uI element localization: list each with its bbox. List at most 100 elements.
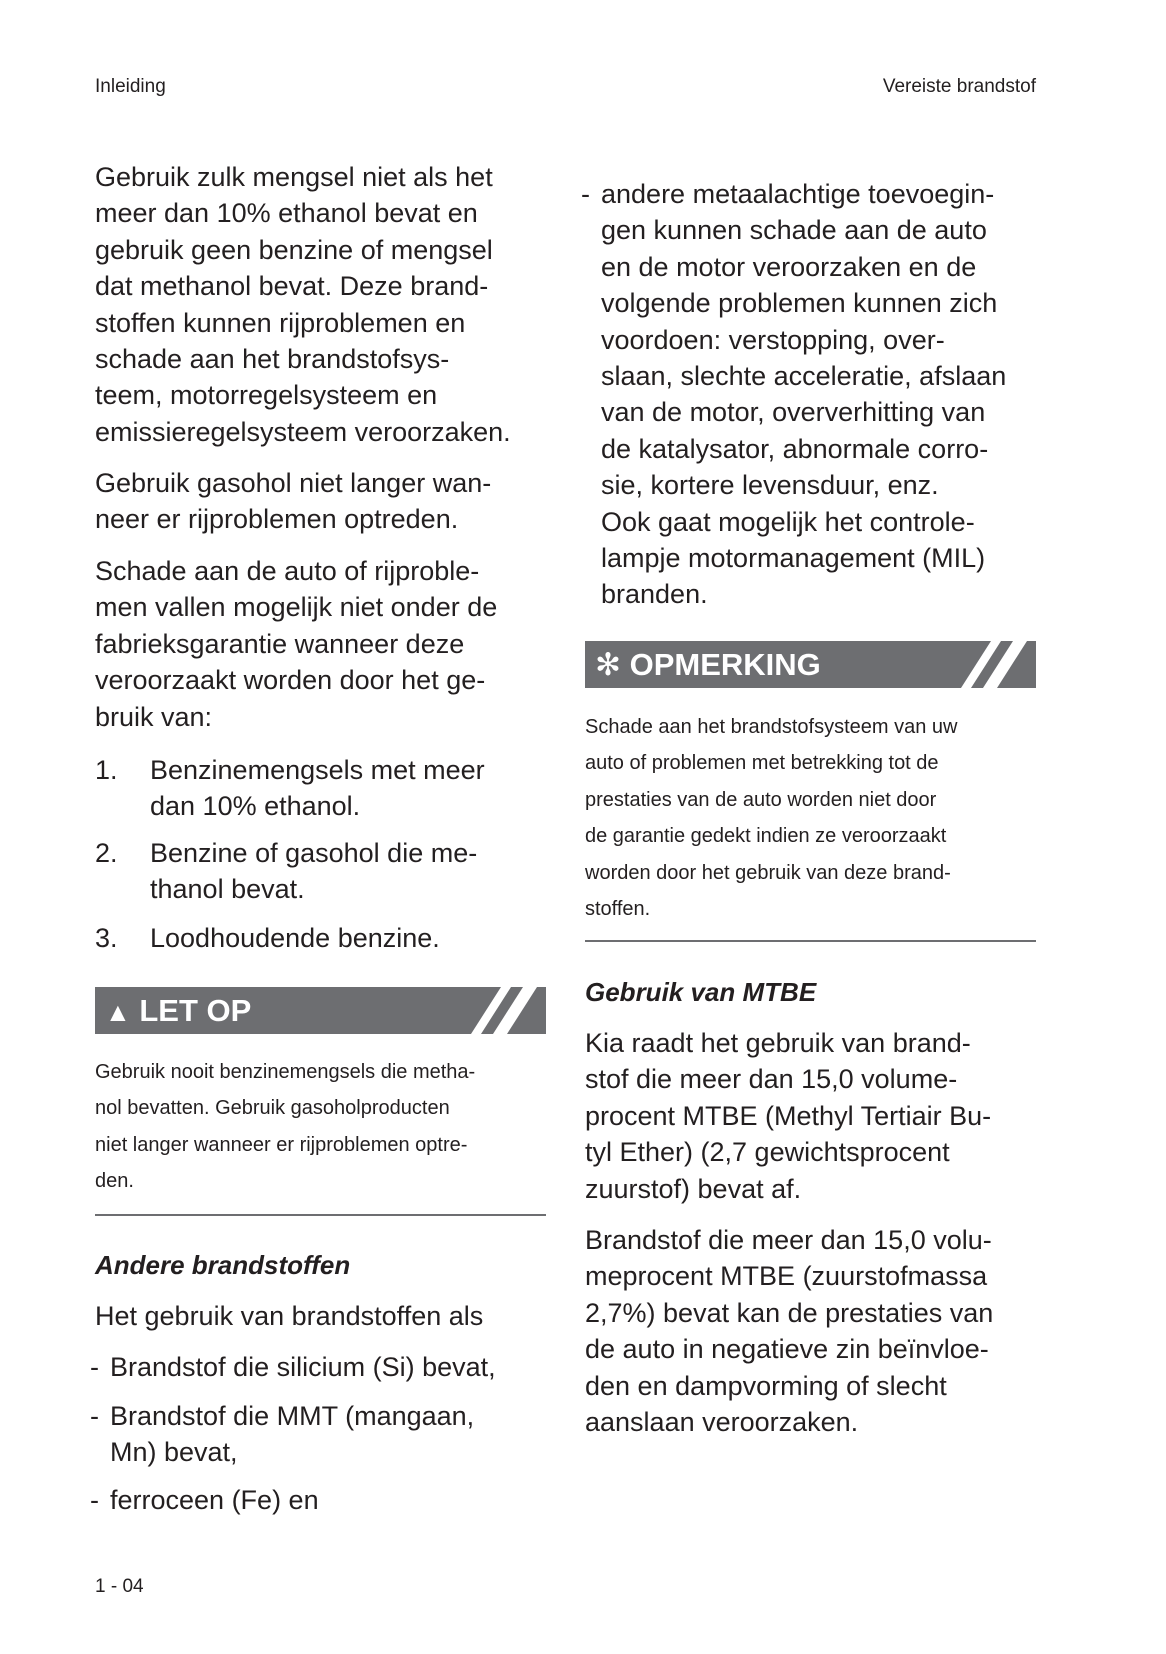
warning-triangle-icon: ▲ xyxy=(105,997,131,1027)
text-line: de auto in negatieve zin beïnvloe- xyxy=(585,1334,989,1365)
text-line: teem, motorregelsysteem en xyxy=(95,380,438,411)
text-line: neer er rijproblemen optreden. xyxy=(95,504,459,535)
text-line: Brandstof die silicium (Si) bevat, xyxy=(110,1352,496,1382)
text-line: en de motor veroorzaken en de xyxy=(601,251,977,282)
text-line: Benzine of gasohol die me- xyxy=(150,838,478,868)
stripes-decoration xyxy=(961,641,1027,688)
dash-item-text: Brandstof die silicium (Si) bevat, xyxy=(110,1349,496,1385)
text-line: zuurstof) bevat af. xyxy=(585,1173,802,1204)
paragraph: Kia raadt het gebruik van brand-stof die… xyxy=(585,1025,991,1207)
text-line: stof die meer dan 15,0 volume- xyxy=(585,1064,958,1095)
dash-bullet: - xyxy=(90,1352,99,1382)
dash-item-text: andere metaalachtige toevoegin-gen kunne… xyxy=(601,176,1006,613)
paragraph: Gebruik zulk mengsel niet als het meer da… xyxy=(95,159,511,450)
divider xyxy=(95,1214,546,1216)
text-line: fabrieksgarantie wanneer deze xyxy=(95,628,465,659)
list-text: Loodhoudende benzine. xyxy=(150,920,535,956)
text-line: lampje motormanagement (MIL) xyxy=(601,543,986,574)
note-text: Schade aan het brandstofsysteem van uw au… xyxy=(585,709,957,927)
subheading: Gebruik van MTBE xyxy=(585,977,817,1007)
dash-item-text: Brandstof die MMT (mangaan, Mn) bevat, xyxy=(110,1398,474,1471)
text-line: meer dan 10% ethanol bevat en xyxy=(95,198,478,229)
text-line: ferroceen (Fe) en xyxy=(110,1485,319,1515)
numbered-list-item: 1. Benzinemengsels met meer dan 10% ethan… xyxy=(95,752,535,825)
text-line: den. xyxy=(95,1170,134,1193)
section-header: Inleiding xyxy=(95,76,166,97)
paragraph: Gebruik gasohol niet langer wan-neer er … xyxy=(95,465,491,538)
divider xyxy=(585,940,1036,942)
text-line: de katalysator, abnormale corro- xyxy=(601,433,989,464)
text-line: bruik van: xyxy=(95,701,213,732)
text-line: den en dampvorming of slecht xyxy=(585,1370,947,1401)
page-number: 1 - 04 xyxy=(95,1576,144,1597)
text-line: dat methanol bevat. Deze brand- xyxy=(95,271,489,302)
text-line: stoffen kunnen rijproblemen en xyxy=(95,307,466,338)
text-line: thanol bevat. xyxy=(150,874,305,905)
caution-title: LET OP xyxy=(139,993,252,1028)
text-line: Gebruik nooit benzinemengsels die metha- xyxy=(95,1061,476,1083)
dash-bullet: - xyxy=(90,1401,99,1431)
text-line: auto of problemen met betrekking tot de xyxy=(585,752,939,775)
text-line: Mn) bevat, xyxy=(110,1437,238,1468)
text-line: volgende problemen kunnen zich xyxy=(601,288,998,319)
list-text: Benzine of gasohol die me-thanol bevat. xyxy=(150,835,535,908)
text-line: de garantie gedekt indien ze veroorzaakt xyxy=(585,825,947,848)
list-number: 2. xyxy=(95,838,118,868)
dash-bullet: - xyxy=(581,179,590,209)
text-line: schade aan het brandstofsys- xyxy=(95,344,450,375)
numbered-list-item: 3. Loodhoudende benzine. xyxy=(95,920,535,956)
list-text: Benzinemengsels met meer dan 10% ethanol. xyxy=(150,752,535,825)
stripes-decoration xyxy=(471,987,537,1034)
text-line: branden. xyxy=(601,579,708,610)
text-line: dan 10% ethanol. xyxy=(150,791,361,822)
text-line: stoffen. xyxy=(585,898,651,921)
text-line: procent MTBE (Methyl Tertiair Bu- xyxy=(585,1100,992,1131)
text-line: gen kunnen schade aan de auto xyxy=(601,215,987,246)
paragraph: Schade aan de auto of rijproble-men vall… xyxy=(95,553,497,735)
caution-text: Gebruik nooit benzinemengsels die metha-… xyxy=(95,1054,475,1200)
text-line: emissieregelsysteem veroorzaken. xyxy=(95,416,511,447)
list-number: 1. xyxy=(95,755,118,785)
dash-list-item: - ferroceen (Fe) en xyxy=(90,1482,319,1518)
text-line: van de motor, oververhitting van xyxy=(601,397,986,428)
text-line: voordoen: verstopping, over- xyxy=(601,324,945,355)
text-line: niet langer wanneer er rijproblemen optr… xyxy=(95,1133,468,1156)
text-line: meprocent MTBE (zuurstofmassa xyxy=(585,1261,988,1292)
text-line: slaan, slechte acceleratie, afslaan xyxy=(601,361,1007,392)
text-line: nol bevatten. Gebruik gasoholproducten xyxy=(95,1097,450,1120)
numbered-list-item: 2. Benzine of gasohol die me-thanol beva… xyxy=(95,835,535,908)
note-banner: ✻ OPMERKING xyxy=(585,641,1036,688)
text-line: gebruik geen benzine of mengsel xyxy=(95,234,493,265)
text-line: tyl Ether) (2,7 gewichtsprocent xyxy=(585,1137,950,1168)
dash-list-item: - Brandstof die silicium (Si) bevat, xyxy=(90,1349,496,1385)
list-number: 3. xyxy=(95,923,118,953)
text-line: andere metaalachtige toevoegin- xyxy=(601,179,995,209)
text-line: Schade aan de auto of rijproble- xyxy=(95,556,480,586)
text-line: aanslaan veroorzaken. xyxy=(585,1407,859,1438)
text-line: Kia raadt het gebruik van brand- xyxy=(585,1028,971,1058)
text-line: 2,7%) bevat kan de prestaties van xyxy=(585,1297,994,1328)
text-line: sie, kortere levensduur, enz. xyxy=(601,470,939,501)
dash-list-item: - Brandstof die MMT (mangaan, Mn) bevat, xyxy=(90,1398,474,1471)
text-line: men vallen mogelijk niet onder de xyxy=(95,592,498,623)
caution-banner: ▲ LET OP xyxy=(95,987,546,1034)
dash-list-item: - andere metaalachtige toevoegin-gen kun… xyxy=(581,176,1006,613)
text-line: Ook gaat mogelijk het controle- xyxy=(601,506,975,537)
dash-item-text: ferroceen (Fe) en xyxy=(110,1482,319,1518)
text-line: worden door het gebruik van deze brand- xyxy=(585,861,951,884)
text-line: veroorzaakt worden door het ge- xyxy=(95,665,486,696)
subheading: Andere brandstoffen xyxy=(95,1250,351,1280)
note-title: OPMERKING xyxy=(629,647,821,682)
text-line: Gebruik zulk mengsel niet als het xyxy=(95,162,493,192)
text-line: Brandstof die meer dan 15,0 volu- xyxy=(585,1225,992,1255)
dash-bullet: - xyxy=(90,1485,99,1515)
text-line: prestaties van de auto worden niet door xyxy=(585,788,937,811)
text-line: Schade aan het brandstofsysteem van uw xyxy=(585,716,958,738)
paragraph: Het gebruik van brandstoffen als xyxy=(95,1301,484,1331)
text-line: Benzinemengsels met meer xyxy=(150,755,485,785)
asterisk-icon: ✻ xyxy=(595,647,621,682)
text-line: Loodhoudende benzine. xyxy=(150,923,440,953)
paragraph: Brandstof die meer dan 15,0 volu-meproce… xyxy=(585,1222,993,1440)
text-line: Gebruik gasohol niet langer wan- xyxy=(95,468,492,498)
